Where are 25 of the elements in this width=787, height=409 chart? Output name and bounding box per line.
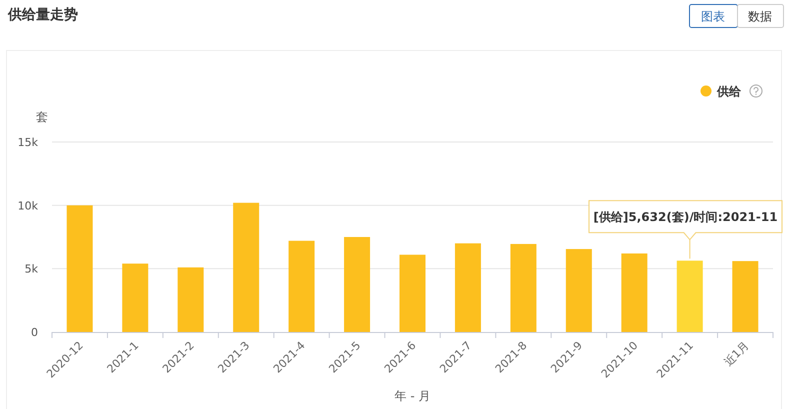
bar xyxy=(676,260,703,332)
y-tick-label: 10k xyxy=(18,199,39,212)
annotation: [供给]5,632(套)/时间:2021-11 xyxy=(593,210,778,224)
x-tick-label: 近1月 xyxy=(722,338,752,369)
bar xyxy=(621,253,648,332)
bar xyxy=(344,237,370,332)
x-axis-title: 年 - 月 xyxy=(394,389,430,403)
bar xyxy=(566,249,592,332)
bar xyxy=(178,267,204,332)
bar xyxy=(510,244,536,332)
bar xyxy=(288,240,315,332)
chart-title: 供给量走势 xyxy=(7,7,78,23)
legend-label: 供给 xyxy=(716,84,742,98)
bar xyxy=(122,264,148,332)
text: 图表 xyxy=(701,10,725,24)
bar xyxy=(732,261,758,332)
bar xyxy=(454,243,481,332)
y-tick-label: 5k xyxy=(24,262,39,276)
y-tick-label: 0 xyxy=(31,326,38,339)
bar xyxy=(66,205,93,332)
text: 数据 xyxy=(748,10,772,24)
y-axis-title: 套 xyxy=(36,110,48,124)
y-tick-label: 15k xyxy=(18,136,39,149)
bar xyxy=(400,254,426,332)
bar xyxy=(233,202,260,332)
